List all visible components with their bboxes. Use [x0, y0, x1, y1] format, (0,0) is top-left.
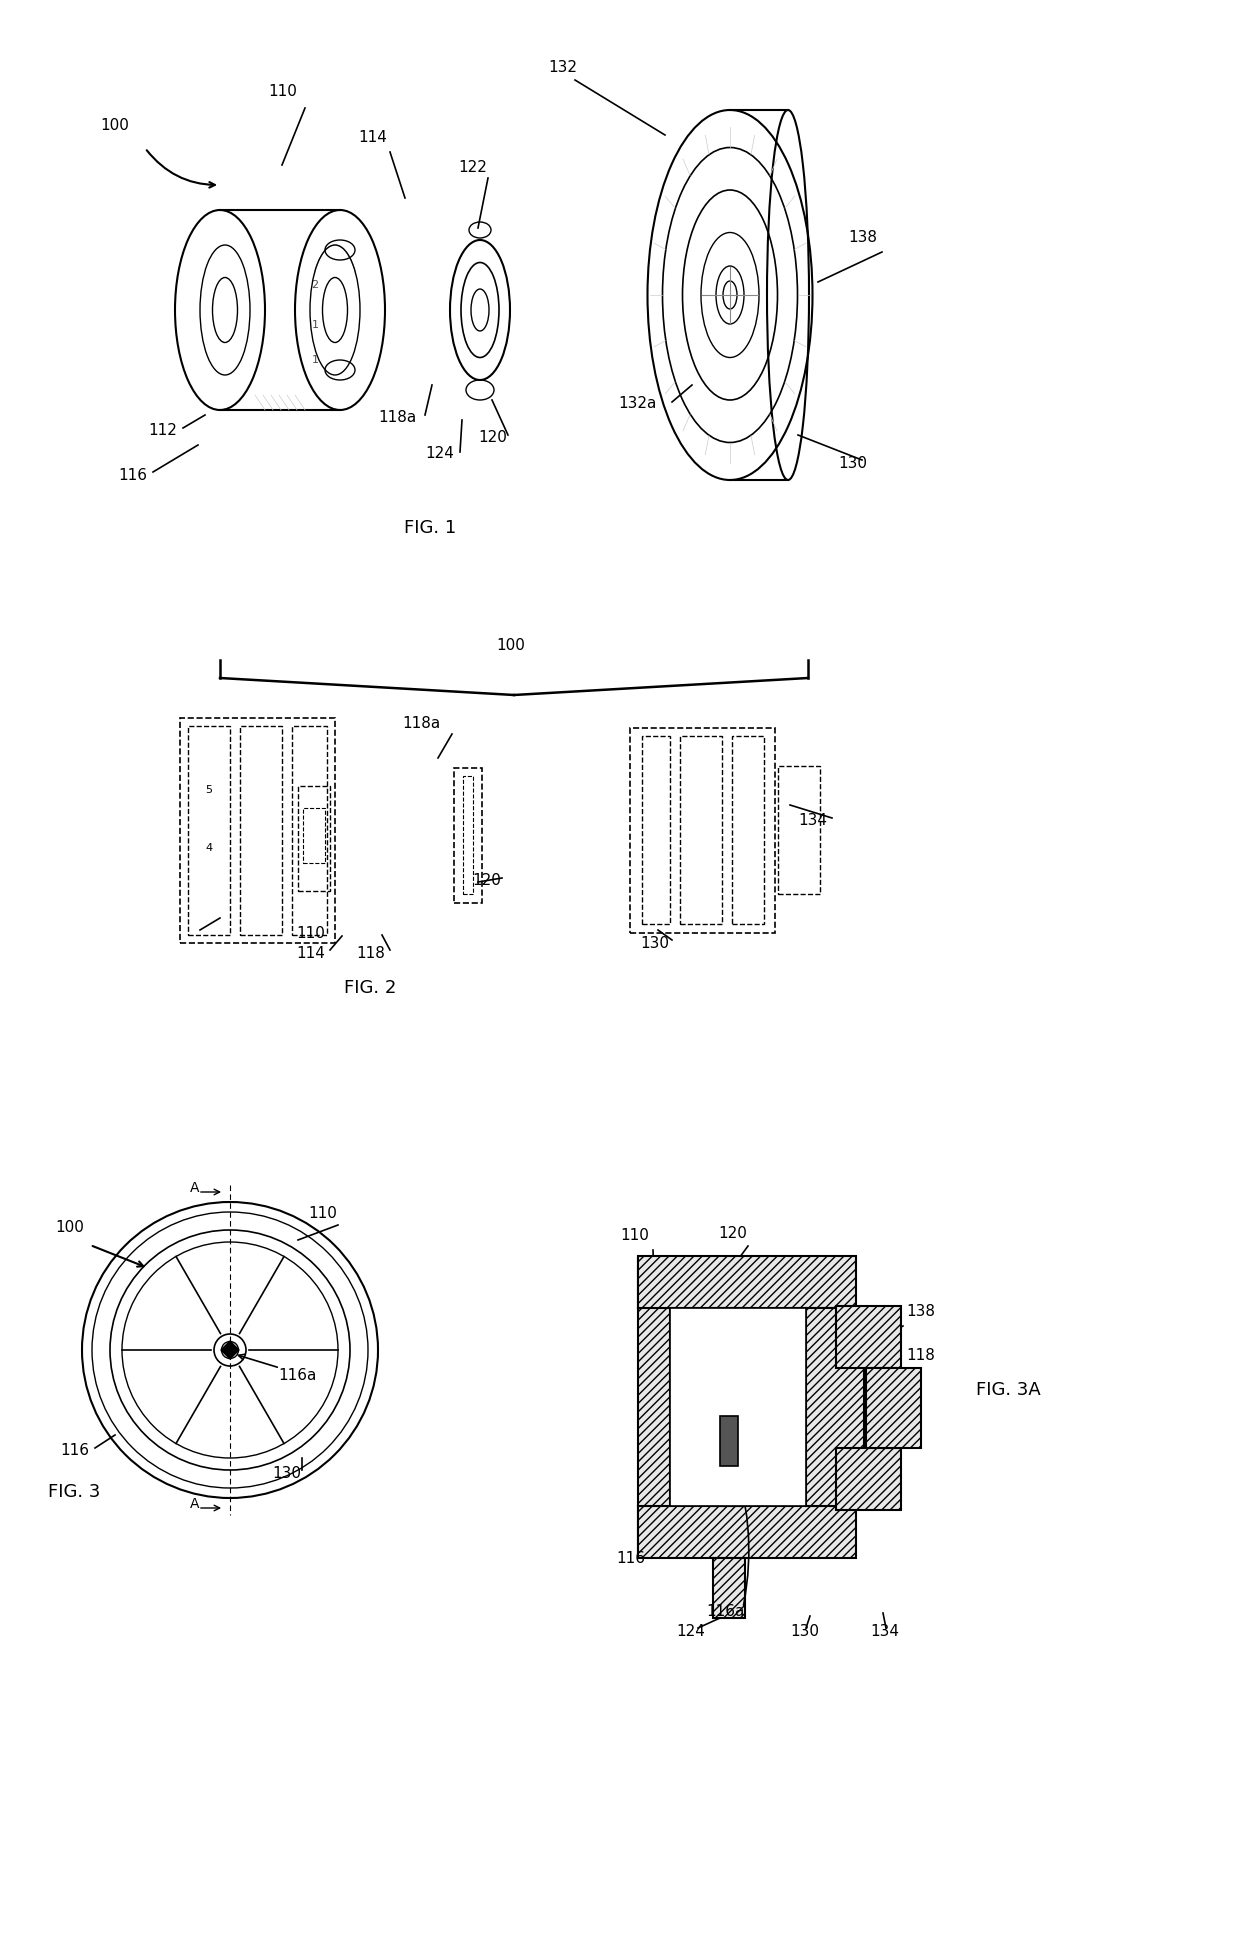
Text: 118a: 118a: [378, 410, 417, 426]
Text: 1: 1: [311, 321, 319, 331]
Text: 124: 124: [425, 445, 454, 461]
Text: 130: 130: [272, 1467, 301, 1480]
Bar: [720, 1416, 738, 1467]
Text: 116: 116: [616, 1550, 645, 1566]
Text: 122: 122: [458, 159, 487, 175]
Bar: [732, 735, 764, 924]
Bar: [777, 766, 820, 895]
Text: A: A: [190, 1181, 200, 1194]
Bar: [836, 1447, 901, 1509]
Text: 120: 120: [477, 430, 507, 445]
Bar: [639, 1258, 670, 1552]
Text: 114: 114: [358, 130, 387, 146]
Text: 130: 130: [790, 1624, 818, 1640]
Text: 118: 118: [356, 945, 384, 961]
Bar: [713, 1307, 745, 1505]
Polygon shape: [221, 1340, 239, 1360]
Text: 120: 120: [472, 873, 501, 889]
Text: 4: 4: [206, 842, 212, 854]
Bar: [454, 768, 482, 902]
Bar: [180, 718, 335, 943]
Text: 114: 114: [296, 945, 325, 961]
Text: 130: 130: [640, 936, 670, 951]
Text: 138: 138: [906, 1303, 935, 1319]
Bar: [718, 1311, 740, 1503]
Text: 130: 130: [838, 455, 867, 471]
Text: FIG. 3: FIG. 3: [48, 1482, 100, 1502]
Bar: [241, 725, 281, 936]
Text: 110: 110: [296, 926, 325, 941]
Text: 134: 134: [799, 813, 827, 829]
Bar: [298, 786, 330, 891]
Bar: [836, 1305, 901, 1367]
Text: 118a: 118a: [402, 716, 440, 731]
Text: 118: 118: [906, 1348, 935, 1363]
Text: 134: 134: [870, 1624, 899, 1640]
Text: 132: 132: [548, 60, 577, 76]
Text: 2: 2: [311, 280, 319, 290]
Text: 1: 1: [311, 356, 319, 366]
Text: 100: 100: [100, 119, 129, 132]
Text: 124: 124: [676, 1624, 704, 1640]
Text: 116a: 116a: [278, 1367, 316, 1383]
Text: 100: 100: [496, 638, 525, 654]
Text: 116: 116: [60, 1443, 89, 1459]
Bar: [463, 776, 472, 895]
Text: 110: 110: [620, 1227, 649, 1243]
Bar: [639, 1505, 856, 1558]
Ellipse shape: [226, 1346, 234, 1354]
Text: A: A: [190, 1498, 200, 1511]
Bar: [642, 735, 670, 924]
Text: 132a: 132a: [618, 397, 656, 410]
Text: 5: 5: [206, 786, 212, 796]
Bar: [639, 1256, 856, 1307]
Text: 138: 138: [848, 230, 877, 245]
Text: 112: 112: [148, 422, 177, 438]
Bar: [188, 725, 229, 936]
Text: 120: 120: [718, 1225, 746, 1241]
Text: FIG. 1: FIG. 1: [404, 519, 456, 537]
Bar: [680, 735, 722, 924]
Bar: [806, 1307, 864, 1505]
Text: FIG. 2: FIG. 2: [343, 978, 397, 998]
Text: 116: 116: [118, 469, 148, 482]
Bar: [866, 1367, 921, 1447]
Text: 116a: 116a: [706, 1605, 744, 1618]
Bar: [630, 727, 775, 934]
Bar: [303, 807, 325, 864]
Text: 100: 100: [55, 1220, 84, 1235]
Bar: [291, 725, 327, 936]
Text: FIG. 3A: FIG. 3A: [976, 1381, 1040, 1398]
Bar: [670, 1307, 806, 1505]
Bar: [670, 1307, 806, 1505]
Bar: [713, 1558, 745, 1618]
Text: 110: 110: [308, 1206, 337, 1221]
Text: 110: 110: [268, 84, 296, 99]
